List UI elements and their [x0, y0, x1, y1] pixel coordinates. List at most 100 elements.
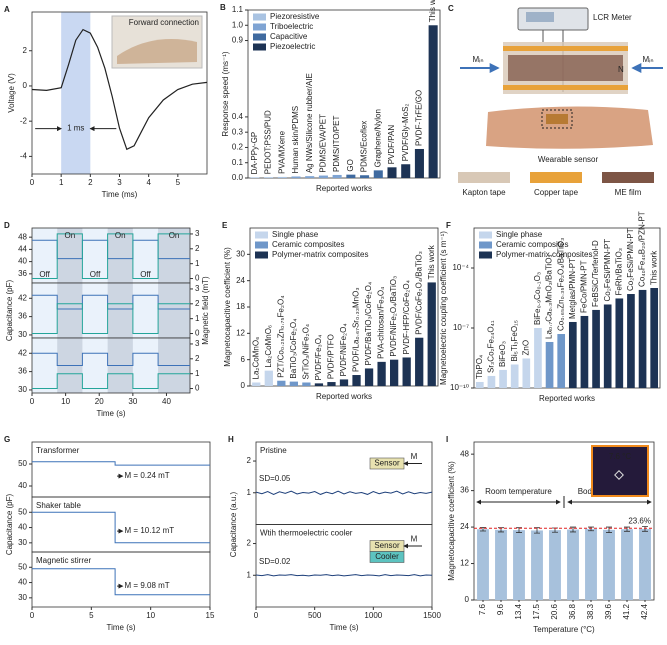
bar — [545, 341, 554, 388]
bar-label: ZnO — [521, 340, 530, 356]
caption: Wearable sensor — [538, 155, 599, 164]
y-tick-label: 30 — [18, 593, 27, 602]
on-label: On — [115, 231, 126, 240]
bar — [277, 380, 286, 386]
y-tick-label: 0 — [195, 329, 200, 338]
on-label: On — [169, 231, 180, 240]
legend-swatch — [530, 172, 582, 183]
bar-label: PDMS/ITO/PET — [332, 116, 341, 172]
bar — [627, 294, 635, 388]
bar-label: Co₂FeSi/PMN-PT — [626, 228, 635, 291]
pole-label: N — [618, 65, 624, 74]
bar — [346, 174, 356, 178]
bar — [360, 175, 370, 178]
bar — [389, 359, 399, 386]
inset-hand — [117, 39, 197, 64]
bar — [615, 298, 624, 388]
field-line — [32, 233, 190, 279]
bar-label: Human skin/PDMS — [291, 106, 300, 174]
x-tick-label: 500 — [308, 611, 322, 620]
line — [31, 28, 208, 151]
panel-letter: I — [446, 435, 448, 444]
y-tick-label: 42 — [18, 348, 27, 357]
panel-note: M = 9.08 mT — [125, 581, 170, 590]
x-tick-label: 0 — [254, 611, 259, 620]
error-bar — [642, 526, 648, 532]
bar-label: PVDF/La₀.₆₇Sr₀.₃₃MnO₃ — [352, 287, 361, 372]
x-tick-label: 40 — [162, 397, 171, 406]
x-tick-label: 3 — [117, 178, 122, 187]
y-axis-label: Magnetocapacitive coefficient (%) — [223, 247, 232, 367]
y-tick-label: 40 — [18, 257, 27, 266]
bar-label: This work — [428, 0, 437, 22]
bar — [387, 167, 397, 178]
y-axis-label: Magnetic field (mT) — [201, 276, 210, 345]
cooler-box — [369, 551, 405, 563]
panel-letter: F — [446, 221, 451, 230]
y-axis-label: Capacitance (a.u.) — [229, 491, 238, 557]
on-shade — [158, 283, 190, 338]
bar-label: Sr₃Co₂Fe₂₄O₄₁ — [487, 320, 496, 373]
x-tick-label: 1500 — [423, 611, 441, 620]
y-axis-label: Response speed (ms⁻¹) — [221, 51, 230, 136]
x-axis-label: Reported works — [316, 392, 372, 401]
bar — [427, 282, 436, 386]
legend-label: Polymer-matrix composites — [272, 250, 368, 259]
inset-label: 7.6 °C — [609, 452, 632, 461]
panel-note: SD=0.02 — [259, 557, 291, 566]
legend-label: Piezoelectric — [270, 42, 315, 51]
bar — [638, 289, 647, 388]
y-tick-label: 0 — [195, 384, 200, 393]
bar-label: PVDF/PTFO — [327, 334, 336, 379]
bar-label: BiFeO₃ — [498, 341, 507, 367]
bar — [401, 164, 411, 178]
y-tick-label: 2 — [247, 539, 252, 548]
legend-label: Piezoresistive — [270, 12, 320, 21]
error-bar — [480, 526, 486, 532]
sensor-label: Sensor — [374, 541, 400, 550]
bar-label: PVDF/NiFe₂O₄ — [339, 323, 348, 376]
legend-swatch — [253, 33, 266, 41]
bar — [314, 383, 324, 386]
plot-frame — [473, 227, 661, 389]
y-tick-label: 48 — [18, 232, 27, 241]
y-tick-label: 40 — [18, 578, 27, 587]
panel-letter: E — [222, 221, 228, 230]
bar — [603, 304, 612, 388]
x-tick-label: 5 — [89, 611, 94, 620]
y-tick-label: 12 — [236, 328, 245, 337]
line — [255, 490, 433, 495]
y-tick-label: 2 — [247, 456, 252, 465]
legend-swatch — [479, 241, 492, 249]
y-tick-label: 50 — [18, 507, 27, 516]
y-tick-label: 0 — [241, 381, 246, 390]
legend-label: Single phase — [496, 230, 543, 239]
panel-letter: A — [4, 5, 10, 14]
me-film — [508, 55, 623, 81]
bar-label: TbPO₄ — [475, 355, 484, 379]
bar-label: PZT/Co₀.₂₅Zn₀.₇₅Fe₂O₄ — [276, 296, 285, 378]
panel-letter: D — [4, 221, 10, 230]
bar-label: BiFe₀.₉Co₀.₁O₃ — [533, 272, 542, 325]
bar — [339, 379, 349, 386]
bar — [495, 529, 507, 600]
bar — [332, 174, 342, 178]
bar-label: Ag NWs/Silicone rubber/AIE — [305, 73, 314, 173]
x-tick-label: 7.6 — [478, 603, 487, 615]
y-tick-label: 18 — [236, 302, 245, 311]
bar — [568, 321, 577, 388]
bar-label: This work — [427, 244, 436, 279]
bar — [302, 382, 311, 386]
bar-label: PVDF-HFP/CoFe₂O₄ — [402, 280, 411, 354]
x-tick-label: 2 — [88, 178, 93, 187]
bar-label: This work — [649, 250, 658, 285]
bar-label: FeRh/BaTiO₃ — [614, 248, 623, 295]
panel-note: SD=0.05 — [259, 474, 291, 483]
field-label: Mᵢₙ — [472, 55, 483, 64]
legend-label: Ceramic composites — [272, 240, 344, 249]
x-tick-label: 20.6 — [550, 603, 559, 619]
y-tick-label: 40 — [18, 481, 27, 490]
bar — [289, 381, 299, 386]
x-tick-label: 13.4 — [514, 603, 523, 619]
bar — [264, 177, 274, 178]
